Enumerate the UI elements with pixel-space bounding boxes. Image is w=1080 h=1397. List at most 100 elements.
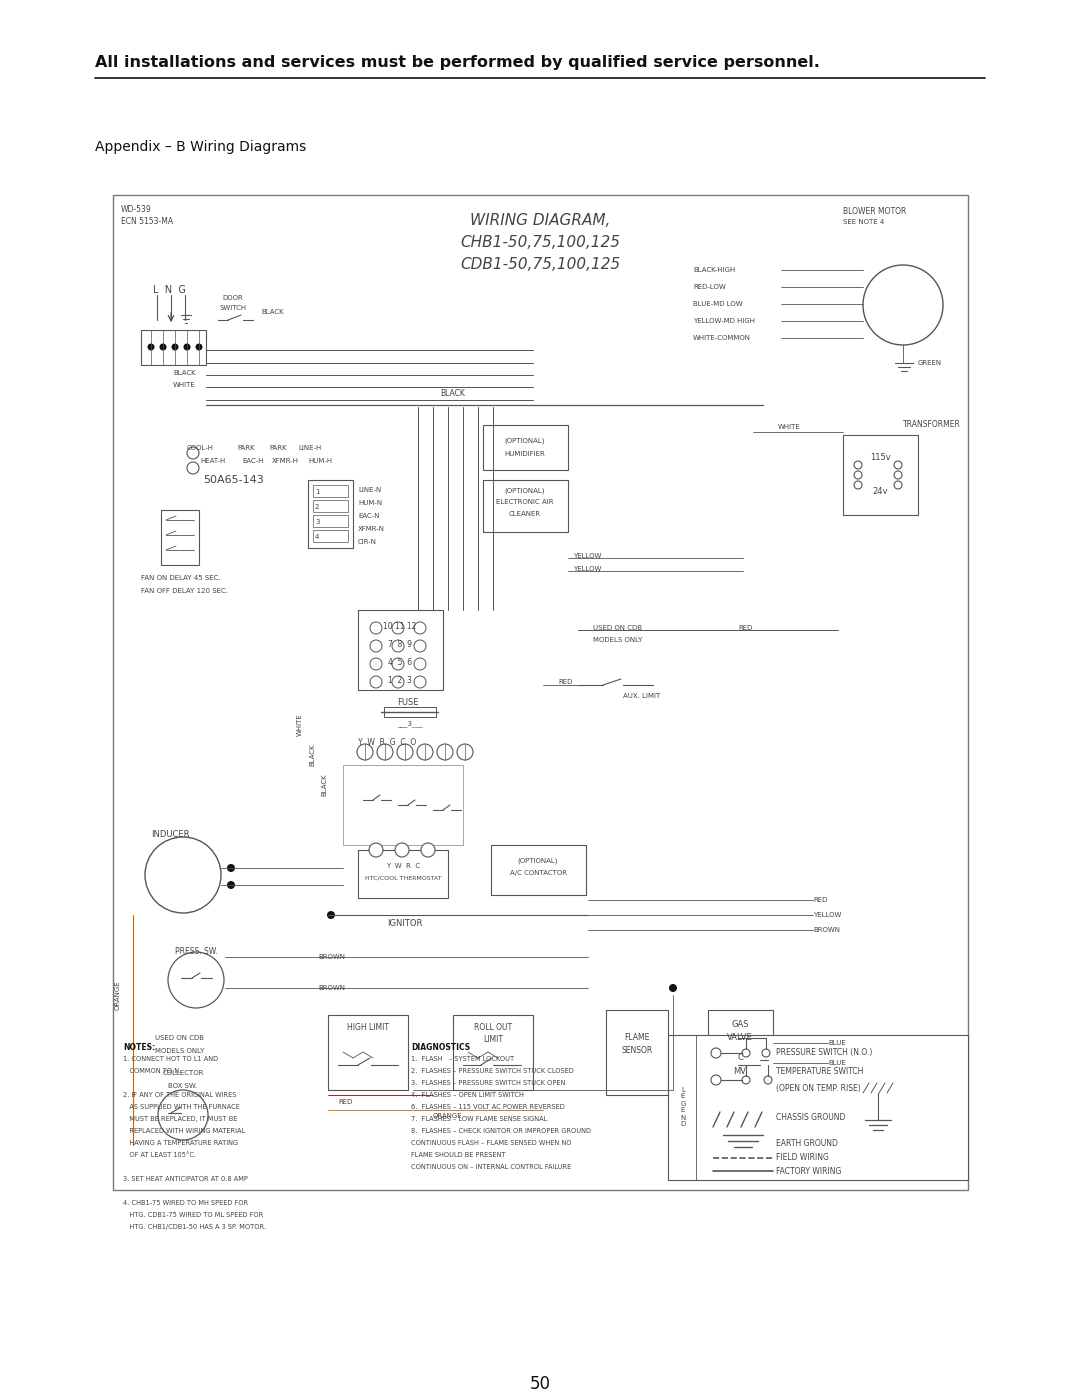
Circle shape [395, 842, 409, 856]
Text: ELECTRONIC AIR: ELECTRONIC AIR [496, 499, 554, 504]
Circle shape [145, 837, 221, 914]
Text: 4: 4 [315, 534, 320, 541]
Circle shape [764, 1076, 772, 1084]
Circle shape [148, 344, 154, 351]
Text: BROWN: BROWN [318, 985, 345, 990]
Text: HAVING A TEMPERATURE RATING: HAVING A TEMPERATURE RATING [123, 1140, 238, 1146]
Circle shape [414, 658, 426, 671]
Text: 3.  FLASHES – PRESSURE SWITCH STUCK OPEN: 3. FLASHES – PRESSURE SWITCH STUCK OPEN [411, 1080, 565, 1085]
Circle shape [227, 882, 235, 888]
Text: RED: RED [558, 679, 572, 685]
Text: 3. SET HEAT ANTICIPATOR AT 0.8 AMP: 3. SET HEAT ANTICIPATOR AT 0.8 AMP [123, 1176, 248, 1182]
Circle shape [863, 265, 943, 345]
Text: FAN ON DELAY 45 SEC.: FAN ON DELAY 45 SEC. [141, 576, 220, 581]
Bar [606, 1010, 669, 1095]
Circle shape [854, 471, 862, 479]
Text: NOTES:: NOTES: [123, 1044, 156, 1052]
Text: LIMIT: LIMIT [483, 1035, 503, 1044]
Circle shape [854, 461, 862, 469]
Text: BOX SW.: BOX SW. [168, 1083, 198, 1090]
Circle shape [195, 344, 203, 351]
Text: MUST BE REPLACED, IT MUST BE: MUST BE REPLACED, IT MUST BE [123, 1116, 238, 1122]
Text: 2. IF ANY OF THE ORIGINAL WIRES: 2. IF ANY OF THE ORIGINAL WIRES [123, 1092, 237, 1098]
Text: HTG. CDB1-75 WIRED TO ML SPEED FOR: HTG. CDB1-75 WIRED TO ML SPEED FOR [123, 1213, 264, 1218]
Text: VALVE: VALVE [727, 1032, 753, 1042]
Bar [313, 515, 348, 527]
Circle shape [327, 911, 335, 919]
Text: BLACK: BLACK [441, 388, 465, 398]
Text: 8.  FLASHES – CHECK IGNITOR OR IMPROPER GROUND: 8. FLASHES – CHECK IGNITOR OR IMPROPER G… [411, 1127, 591, 1134]
Circle shape [711, 1076, 721, 1085]
Text: WHITE-COMMON: WHITE-COMMON [693, 335, 751, 341]
Text: FACTORY WIRING: FACTORY WIRING [777, 1166, 841, 1175]
Circle shape [158, 1090, 208, 1140]
Text: INDUCER: INDUCER [151, 830, 189, 840]
Text: FIELD WIRING: FIELD WIRING [777, 1154, 828, 1162]
Text: FLAME SHOULD BE PRESENT: FLAME SHOULD BE PRESENT [411, 1153, 505, 1158]
Text: SWITCH: SWITCH [219, 305, 246, 312]
Circle shape [227, 863, 235, 872]
Text: GREEN: GREEN [918, 360, 942, 366]
Bar [491, 845, 586, 895]
Text: 7  8  9: 7 8 9 [388, 640, 411, 650]
Bar [843, 434, 918, 515]
Text: 50: 50 [529, 1375, 551, 1393]
Circle shape [762, 1049, 770, 1058]
Bar [161, 510, 199, 564]
Circle shape [187, 462, 199, 474]
Text: L  N  G: L N G [153, 285, 186, 295]
Text: SENSOR: SENSOR [621, 1046, 652, 1055]
Text: ECN 5153-MA: ECN 5153-MA [121, 217, 173, 226]
Circle shape [370, 658, 382, 671]
Bar [343, 766, 463, 845]
Text: EAC-N: EAC-N [357, 513, 379, 520]
Text: HIGH LIMIT: HIGH LIMIT [347, 1023, 389, 1032]
Text: 24v: 24v [873, 488, 888, 496]
Text: YELLOW: YELLOW [813, 912, 841, 918]
Text: BLUE: BLUE [828, 1039, 846, 1046]
Text: BLUE-MD LOW: BLUE-MD LOW [693, 300, 743, 307]
Circle shape [414, 676, 426, 687]
Text: 2: 2 [315, 504, 320, 510]
Bar [328, 1016, 408, 1090]
Text: BLACK: BLACK [309, 743, 315, 767]
Bar [483, 425, 568, 469]
Text: ORANGE: ORANGE [433, 1113, 462, 1119]
Text: (OPTIONAL): (OPTIONAL) [504, 488, 545, 493]
Circle shape [437, 745, 453, 760]
Text: DIAGNOSTICS: DIAGNOSTICS [411, 1044, 470, 1052]
Text: XFMR-H: XFMR-H [271, 458, 298, 464]
Text: COLLECTOR: COLLECTOR [162, 1070, 204, 1076]
Text: CIR-N: CIR-N [357, 539, 377, 545]
Bar [669, 1035, 968, 1180]
Text: LINE-H: LINE-H [298, 446, 322, 451]
Text: ROLL OUT: ROLL OUT [474, 1023, 512, 1032]
Circle shape [370, 622, 382, 634]
Text: HEAT-H: HEAT-H [201, 458, 226, 464]
Text: OF AT LEAST 105°C.: OF AT LEAST 105°C. [123, 1153, 197, 1158]
Text: ___3___: ___3___ [397, 719, 422, 726]
Text: WHITE: WHITE [173, 381, 195, 388]
Text: BLACK: BLACK [261, 309, 284, 314]
Text: 50A65-143: 50A65-143 [203, 475, 264, 485]
Text: MODELS ONLY: MODELS ONLY [593, 637, 643, 643]
Text: COMMON TO N.: COMMON TO N. [123, 1067, 181, 1074]
Text: MODELS ONLY: MODELS ONLY [156, 1048, 204, 1053]
Text: RED-LOW: RED-LOW [693, 284, 726, 291]
Text: All installations and services must be performed by qualified service personnel.: All installations and services must be p… [95, 54, 820, 70]
Bar [313, 500, 348, 511]
Circle shape [421, 842, 435, 856]
Circle shape [370, 640, 382, 652]
Text: BLUE: BLUE [828, 1060, 846, 1066]
Text: PRESS. SW.: PRESS. SW. [175, 947, 217, 956]
Text: (OPTIONAL): (OPTIONAL) [504, 439, 545, 444]
Bar [453, 1016, 534, 1090]
Text: 4. CHB1-75 WIRED TO MH SPEED FOR: 4. CHB1-75 WIRED TO MH SPEED FOR [123, 1200, 248, 1206]
Text: 1. CONNECT HOT TO L1 AND: 1. CONNECT HOT TO L1 AND [123, 1056, 218, 1062]
Text: 7.  FLASHES – LOW FLAME SENSE SIGNAL: 7. FLASHES – LOW FLAME SENSE SIGNAL [411, 1116, 548, 1122]
Text: 4.  FLASHES – OPEN LIMIT SWITCH: 4. FLASHES – OPEN LIMIT SWITCH [411, 1092, 524, 1098]
Text: USED ON CDB: USED ON CDB [593, 624, 642, 631]
Text: Appendix – B Wiring Diagrams: Appendix – B Wiring Diagrams [95, 140, 307, 154]
Text: YELLOW: YELLOW [573, 553, 602, 559]
Text: AS SUPPLIED WITH THE FURNACE: AS SUPPLIED WITH THE FURNACE [123, 1104, 240, 1111]
